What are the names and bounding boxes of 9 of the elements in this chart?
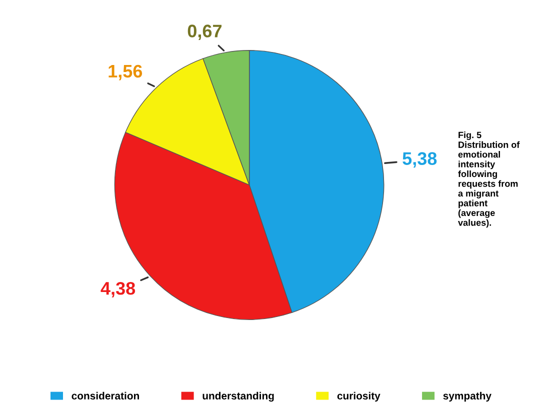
data-label: 0,67 [188,24,222,40]
legend-label: understanding [202,392,274,402]
legend-label: curiosity [337,392,380,402]
data-label: 1,56 [108,64,142,80]
legend-label: consideration [72,392,139,400]
text: Fig. 5 Distribution of emotional intensity following requests from a migrant patient (average values). [458,132,520,228]
data-label: 5,38 [402,152,437,168]
data-label: 4,38 [100,282,136,298]
legend-label: sympathy [443,392,492,402]
